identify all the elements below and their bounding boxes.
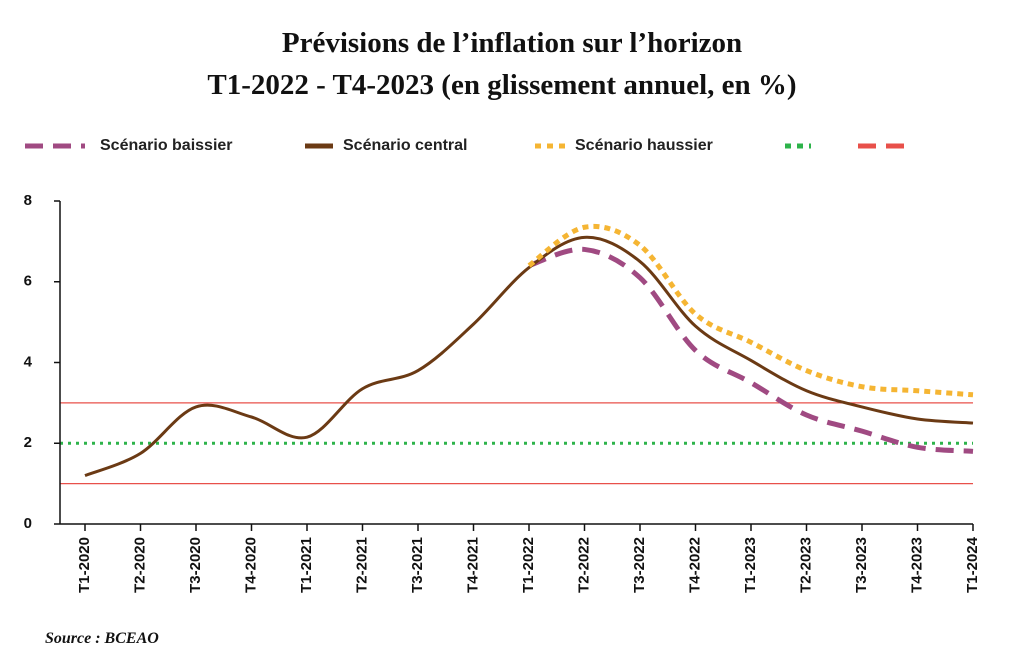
line-series [84, 235, 974, 477]
x-tick-label: T4-2022 [686, 537, 703, 593]
legend-label: Scénario baissier [100, 137, 233, 154]
legend-label: Scénario central [343, 137, 468, 154]
source: Source : BCEAO [45, 630, 159, 647]
y-tick-label: 6 [24, 273, 32, 290]
x-tick-label: T3-2022 [631, 537, 648, 593]
x-tick-label: T3-2020 [187, 537, 204, 593]
y-tick-label: 0 [24, 515, 32, 532]
x-tick-label: T2-2020 [131, 537, 148, 593]
x-tick-label: T3-2021 [409, 537, 426, 593]
x-tick-label: T4-2020 [242, 537, 259, 593]
y-tick-label: 2 [24, 434, 32, 451]
x-tick-label: T2-2023 [797, 537, 814, 593]
x-tick-label: T4-2021 [464, 537, 481, 593]
line-series [528, 246, 974, 454]
y-tick-label: 8 [24, 192, 32, 209]
x-tick-label: T2-2021 [353, 537, 370, 593]
x-tick-label: T1-2020 [76, 537, 93, 593]
y-tick-label: 4 [24, 353, 33, 370]
x-tick-label: T1-2024 [964, 536, 981, 593]
x-tick-label: T2-2022 [575, 537, 592, 593]
chart-title: Prévisions de l’inflation sur l’horizon [282, 27, 742, 59]
line-series [527, 223, 974, 398]
legend-label: Scénario haussier [575, 137, 713, 154]
chart-title: T1-2022 - T4-2023 (en glissement annuel,… [207, 69, 796, 101]
x-tick-label: T1-2023 [742, 537, 759, 593]
x-tick-label: T1-2021 [298, 537, 315, 593]
x-tick-label: T4-2023 [908, 537, 925, 593]
x-tick-label: T1-2022 [520, 537, 537, 593]
x-tick-label: T3-2023 [853, 537, 870, 593]
